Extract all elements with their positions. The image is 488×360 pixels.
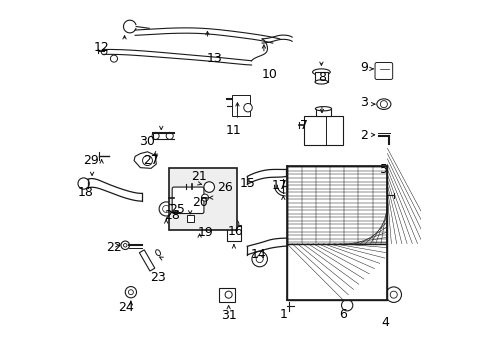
- Text: 21: 21: [190, 170, 206, 183]
- Text: 2: 2: [360, 129, 367, 143]
- Circle shape: [152, 132, 159, 139]
- Circle shape: [251, 251, 267, 267]
- Circle shape: [123, 243, 127, 247]
- Text: 19: 19: [198, 226, 213, 239]
- Text: 9: 9: [360, 60, 367, 73]
- Circle shape: [203, 182, 214, 192]
- Circle shape: [228, 219, 238, 229]
- Ellipse shape: [312, 69, 329, 75]
- Bar: [286, 166, 386, 244]
- Text: 27: 27: [143, 154, 159, 167]
- Text: 30: 30: [139, 135, 155, 148]
- Text: 1: 1: [279, 307, 286, 320]
- Text: 20: 20: [192, 197, 208, 210]
- Circle shape: [166, 132, 173, 139]
- Text: 5: 5: [379, 163, 387, 176]
- Bar: [187, 215, 194, 222]
- Bar: [168, 168, 237, 230]
- Ellipse shape: [155, 250, 160, 256]
- Circle shape: [159, 202, 173, 216]
- Ellipse shape: [376, 99, 390, 109]
- Text: 14: 14: [250, 248, 266, 261]
- Text: 4: 4: [381, 316, 389, 329]
- Text: 13: 13: [206, 52, 222, 65]
- Bar: [286, 244, 386, 300]
- Circle shape: [256, 256, 263, 262]
- Circle shape: [142, 156, 152, 166]
- Bar: [304, 117, 343, 145]
- Bar: [218, 288, 234, 302]
- Circle shape: [389, 291, 396, 298]
- Text: 12: 12: [94, 41, 109, 54]
- Text: 25: 25: [169, 203, 185, 216]
- Circle shape: [224, 291, 232, 298]
- Circle shape: [125, 287, 136, 298]
- Circle shape: [341, 300, 352, 311]
- Circle shape: [201, 194, 208, 201]
- Circle shape: [101, 49, 107, 55]
- FancyBboxPatch shape: [374, 63, 392, 80]
- Text: 17: 17: [271, 179, 287, 192]
- Text: 24: 24: [118, 301, 134, 314]
- Text: 3: 3: [360, 96, 367, 109]
- Bar: [314, 72, 327, 82]
- Text: 26: 26: [217, 181, 232, 194]
- Text: 22: 22: [106, 240, 122, 253]
- Text: 10: 10: [261, 68, 277, 81]
- Text: 29: 29: [83, 154, 99, 167]
- Text: 31: 31: [220, 309, 236, 322]
- Circle shape: [78, 178, 89, 189]
- Text: 15: 15: [240, 177, 255, 190]
- Circle shape: [380, 101, 386, 108]
- Ellipse shape: [315, 107, 331, 111]
- Text: 6: 6: [339, 307, 346, 320]
- Bar: [315, 109, 330, 117]
- Text: 16: 16: [227, 225, 243, 238]
- Text: 23: 23: [150, 270, 165, 284]
- Text: 8: 8: [318, 71, 325, 84]
- Text: 11: 11: [225, 124, 241, 137]
- Text: 28: 28: [164, 209, 180, 222]
- Circle shape: [163, 206, 169, 212]
- Bar: [139, 250, 155, 271]
- Bar: [226, 225, 241, 241]
- Circle shape: [244, 103, 252, 112]
- Circle shape: [385, 287, 401, 302]
- FancyBboxPatch shape: [172, 187, 203, 213]
- Text: 18: 18: [78, 186, 94, 199]
- Ellipse shape: [314, 80, 327, 84]
- Circle shape: [128, 290, 133, 294]
- Circle shape: [121, 241, 129, 249]
- Bar: [232, 95, 249, 117]
- Text: 7: 7: [300, 119, 308, 132]
